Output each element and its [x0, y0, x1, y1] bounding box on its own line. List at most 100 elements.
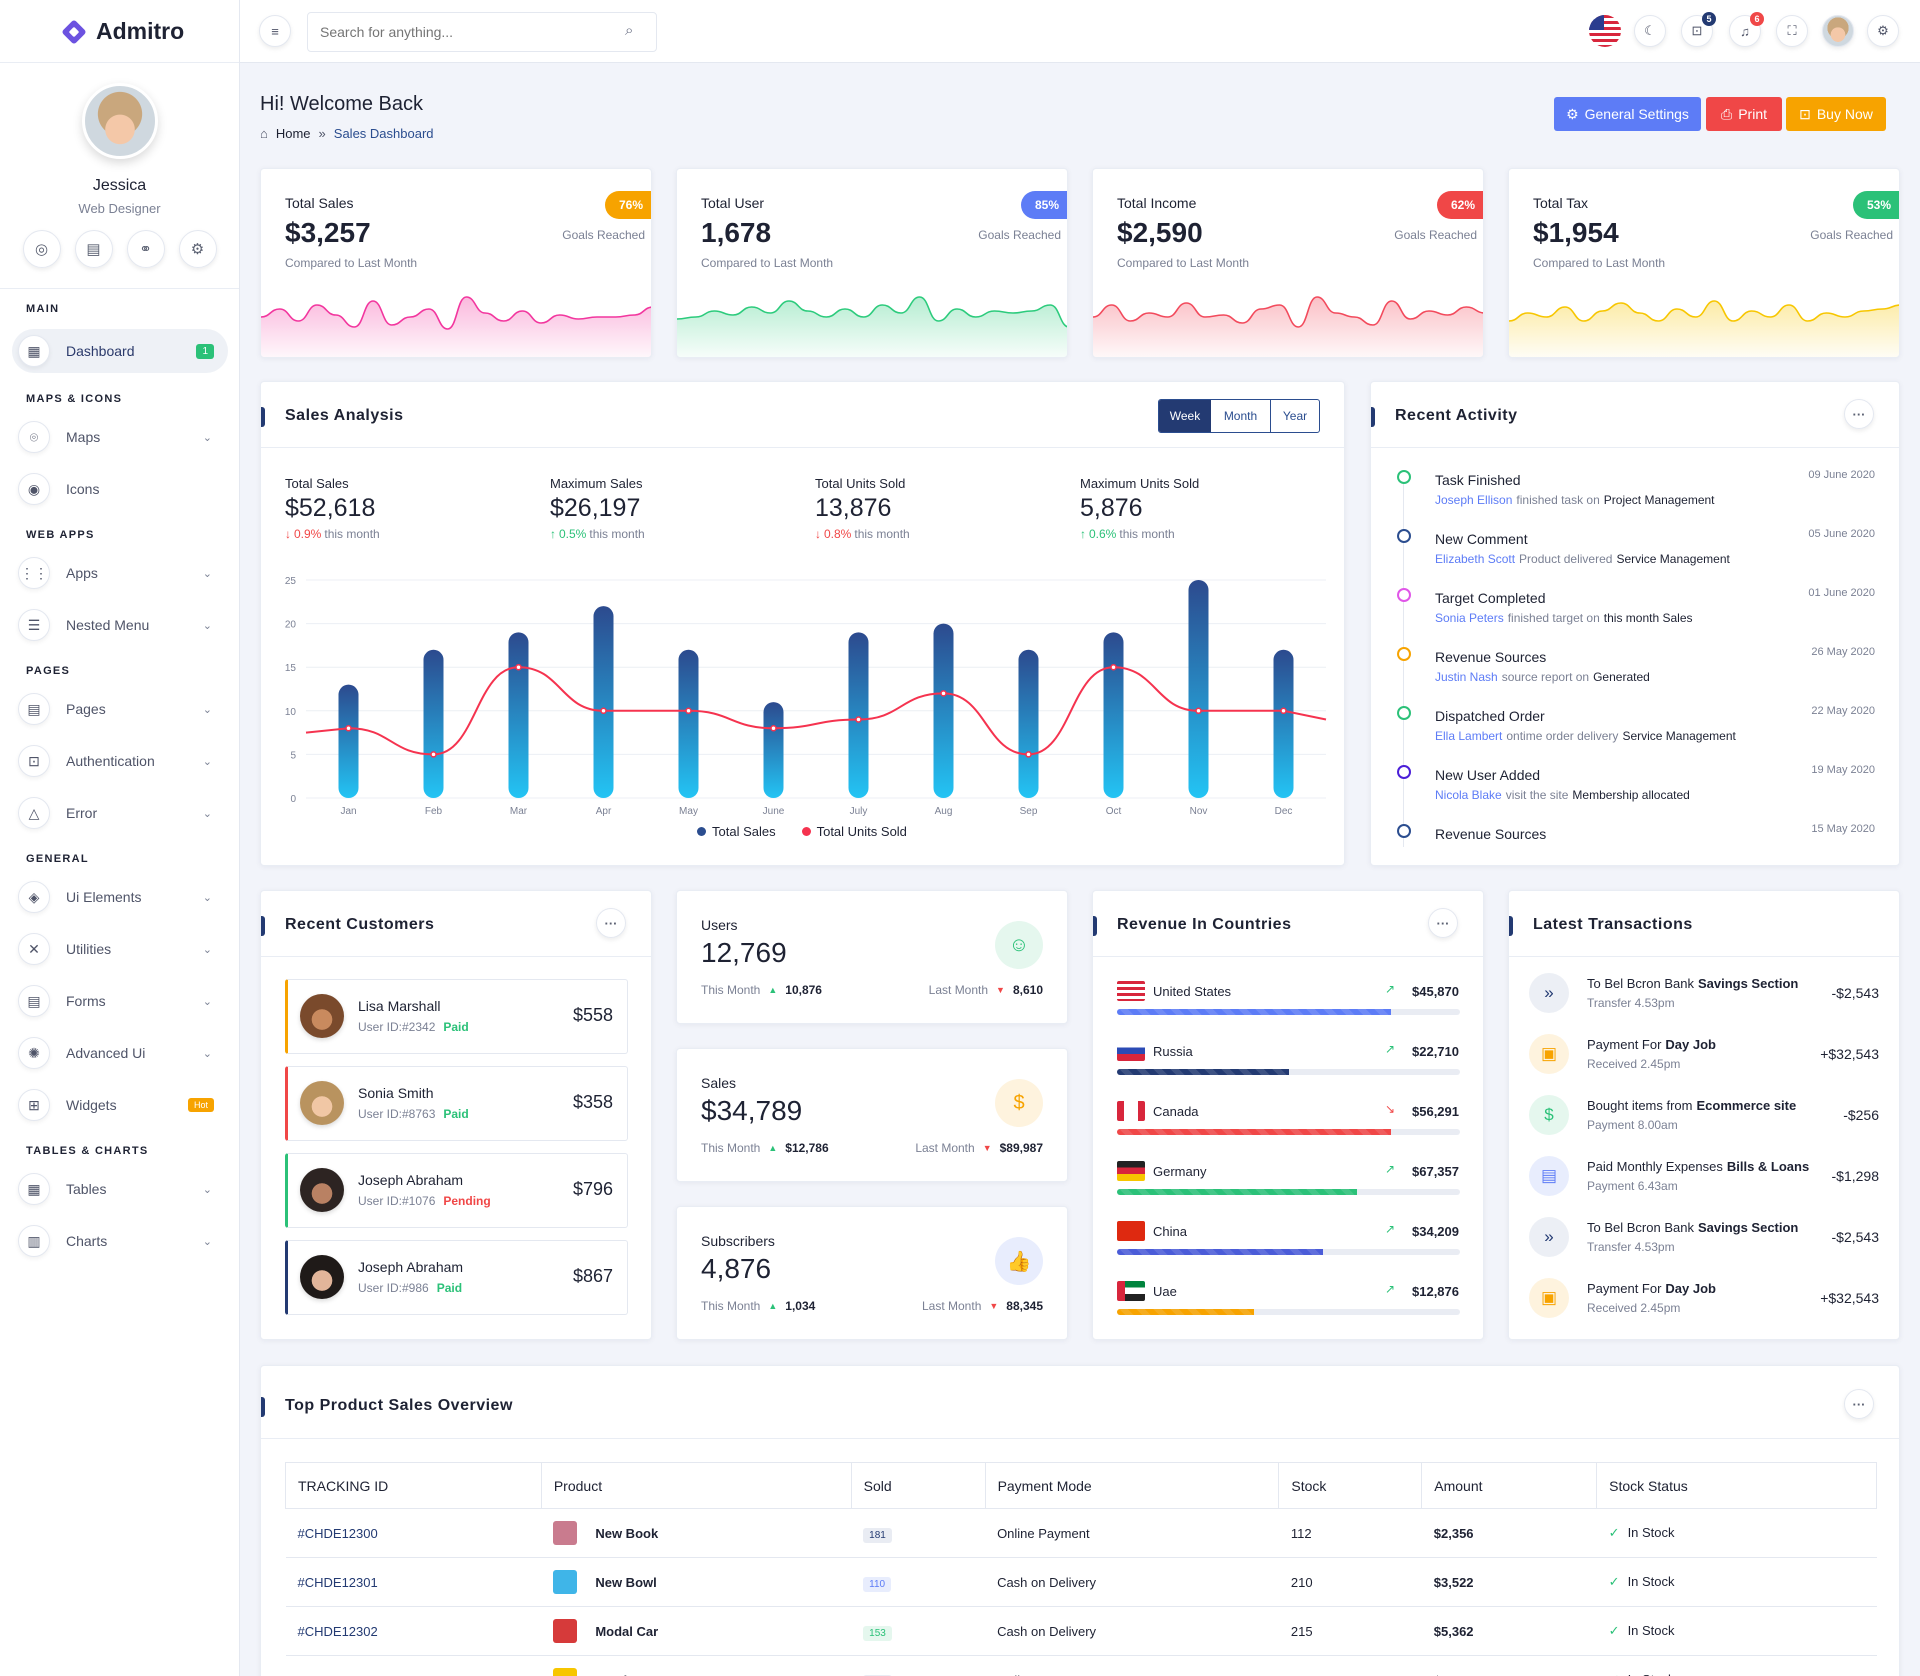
revenue-progress-bar	[1117, 1189, 1460, 1195]
sidebar-item-utilities[interactable]: ✕ Utilities ⌄	[12, 927, 228, 971]
bar[interactable]	[848, 632, 869, 798]
search-icon[interactable]: ⌕	[625, 22, 634, 39]
bar[interactable]	[593, 606, 614, 798]
sidebar-item-error[interactable]: △ Error ⌄	[12, 791, 228, 835]
column-header[interactable]: TRACKING ID	[285, 1462, 542, 1509]
document-icon[interactable]: ▤	[74, 230, 113, 268]
bar[interactable]	[1103, 632, 1124, 798]
tab-year[interactable]: Year	[1282, 409, 1308, 423]
bar[interactable]	[1018, 649, 1039, 798]
fullscreen-icon[interactable]: ⛶	[1776, 15, 1808, 47]
column-header[interactable]: Sold	[850, 1462, 986, 1509]
y-tick-label: 10	[285, 707, 297, 718]
sidebar-item-label: Apps	[66, 565, 98, 581]
column-header[interactable]: Product	[540, 1462, 852, 1509]
tab-week[interactable]: Week	[1159, 400, 1211, 432]
moon-icon[interactable]: ☾	[1634, 15, 1666, 47]
column-header[interactable]: Stock Status	[1596, 1462, 1877, 1509]
sold-badge: 110	[863, 1576, 892, 1592]
menu-toggle-icon[interactable]: ≡	[259, 15, 291, 47]
transaction-text: To Bel Bcron Bank	[1587, 976, 1694, 991]
user-avatar[interactable]	[1822, 15, 1854, 47]
bar[interactable]	[763, 702, 784, 798]
sidebar-item-maps[interactable]: ⌾ Maps ⌄	[12, 415, 228, 459]
customer-item[interactable]: Joseph Abraham User ID:#1076 Pending $796	[285, 1153, 628, 1228]
general-settings-button[interactable]: ⚙ General Settings	[1554, 97, 1701, 131]
sidebar-item-icons[interactable]: ◉ Icons	[12, 467, 228, 511]
search-input[interactable]	[307, 12, 657, 52]
sidebar-item-dashboard[interactable]: ▦ Dashboard 1	[12, 329, 228, 373]
tracking-id[interactable]: #CHDE12301	[297, 1574, 378, 1590]
legend-item[interactable]: Total Sales	[697, 824, 776, 839]
more-options-icon[interactable]: ···	[1844, 1389, 1874, 1419]
settings-icon[interactable]: ⚙	[178, 230, 217, 268]
column-header[interactable]: Amount	[1421, 1462, 1598, 1509]
more-options-icon[interactable]: ···	[1844, 399, 1874, 429]
table-row[interactable]: #CHDE12302 Modal Car 153 Cash on Delivery 21…	[285, 1606, 1877, 1656]
bar[interactable]	[1273, 649, 1294, 798]
delta-value: 0.8%	[824, 527, 852, 541]
column-header[interactable]: Stock	[1278, 1462, 1423, 1509]
buy-now-button[interactable]: ⊡ Buy Now	[1786, 97, 1886, 131]
title-accent	[261, 407, 265, 427]
customer-item[interactable]: Sonia Smith User ID:#8763 Paid $358	[285, 1066, 628, 1141]
customer-item[interactable]: Lisa Marshall User ID:#2342 Paid $558	[285, 979, 628, 1054]
tracking-id[interactable]: #CHDE12302	[297, 1623, 378, 1639]
cart-icon: ⊡	[1799, 105, 1811, 122]
sidebar-item-tables[interactable]: ▦ Tables ⌄	[12, 1167, 228, 1211]
bar[interactable]	[423, 649, 444, 798]
stock-count: 215	[1290, 1623, 1313, 1639]
activity-title: Dispatched Order	[1435, 708, 1545, 724]
metric-delta: ↑ 0.6% this month	[1080, 527, 1175, 541]
bar[interactable]	[508, 632, 529, 798]
amount: $3,522	[1433, 1574, 1474, 1590]
tab-month[interactable]: Month	[1211, 400, 1271, 432]
profile-avatar[interactable]	[81, 83, 158, 159]
bar[interactable]	[678, 649, 699, 798]
breadcrumb-home[interactable]: Home	[275, 126, 311, 141]
table-row[interactable]: #CHDE12303 Headset 221 Online Payment 102 $1,…	[285, 1655, 1877, 1676]
legend-item[interactable]: Total Units Sold	[801, 824, 907, 839]
sidebar-item-advanced-ui[interactable]: ✺ Advanced Ui ⌄	[12, 1031, 228, 1075]
column-header[interactable]: Payment Mode	[984, 1462, 1280, 1509]
transaction-text: Payment For	[1587, 1281, 1662, 1296]
network-icon[interactable]: ⚭	[126, 230, 165, 268]
sidebar-item-ui-elements[interactable]: ◈ Ui Elements ⌄	[12, 875, 228, 919]
sidebar-item-pages[interactable]: ▤ Pages ⌄	[12, 687, 228, 731]
sidebar-item-apps[interactable]: ⋮⋮ Apps ⌄	[12, 551, 228, 595]
x-tick-label: June	[763, 806, 785, 817]
tracking-id[interactable]: #CHDE12300	[297, 1525, 378, 1541]
gear-icon[interactable]: ⚙	[1867, 15, 1899, 47]
product-cell: New Bowl	[553, 1570, 851, 1594]
more-options-icon[interactable]: ···	[1428, 908, 1458, 938]
sidebar-item-forms[interactable]: ▤ Forms ⌄	[12, 979, 228, 1023]
bar[interactable]	[338, 684, 359, 798]
sidebar-item-charts[interactable]: ▥ Charts ⌄	[12, 1219, 228, 1263]
bar[interactable]	[1188, 580, 1209, 798]
transaction-target: Savings Section	[1697, 1220, 1799, 1235]
app-logo[interactable]: Admitro	[0, 0, 239, 63]
sidebar-item-nested-menu[interactable]: ☰ Nested Menu ⌄	[12, 603, 228, 647]
activity-user-link[interactable]: Joseph Ellison	[1435, 493, 1513, 507]
activity-user-link[interactable]: Justin Nash	[1435, 670, 1498, 684]
cart-icon[interactable]: ⊡ 5	[1681, 12, 1716, 47]
sidebar-item-widgets[interactable]: ⊞ Widgets Hot	[12, 1083, 228, 1127]
more-options-icon[interactable]: ···	[596, 908, 626, 938]
bell-icon[interactable]: ♫ 6	[1729, 12, 1764, 47]
trend-up-icon: ↗	[1384, 1042, 1395, 1056]
sidebar-item-authentication[interactable]: ⊡ Authentication ⌄	[12, 739, 228, 783]
us-flag-icon[interactable]	[1589, 15, 1621, 47]
activity-user-link[interactable]: Elizabeth Scott	[1435, 552, 1516, 566]
print-button[interactable]: ⎙ Print	[1706, 97, 1782, 131]
activity-user-link[interactable]: Nicola Blake	[1435, 788, 1502, 802]
table-row[interactable]: #CHDE12300 New Book 181 Online Payment 112 $2…	[285, 1508, 1877, 1558]
customer-item[interactable]: Joseph Abraham User ID:#986 Paid $867	[285, 1240, 628, 1315]
this-month-label: This Month	[701, 983, 761, 997]
activity-user-link[interactable]: Ella Lambert	[1435, 729, 1503, 743]
table-row[interactable]: #CHDE12301 New Bowl 110 Cash on Delivery 210…	[285, 1557, 1877, 1607]
activity-user-link[interactable]: Sonia Peters	[1435, 611, 1504, 625]
transaction-amount: -$256	[1843, 1107, 1879, 1123]
support-icon[interactable]: ◎	[22, 230, 61, 268]
tracking-id[interactable]: #CHDE12303	[298, 1673, 378, 1676]
bar[interactable]	[933, 623, 954, 798]
